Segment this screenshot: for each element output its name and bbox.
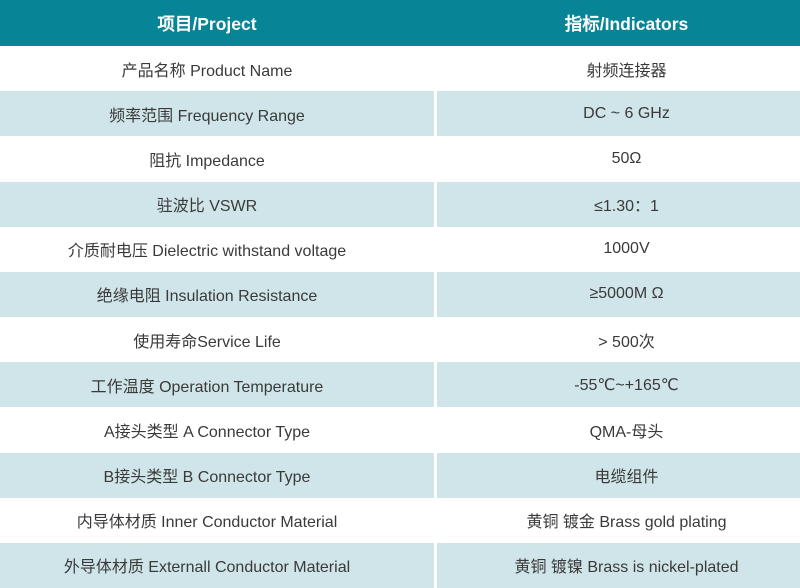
project-cell: 内导体材质 Inner Conductor Material — [0, 497, 434, 543]
indicator-cell: QMA-母头 — [437, 407, 800, 453]
table-row: 频率范围 Frequency Range DC ~ 6 GHz — [0, 91, 800, 137]
table-header-row: 项目/Project 指标/Indicators — [0, 0, 800, 46]
project-cell: 外导体材质 Externall Conductor Material — [0, 542, 434, 588]
project-cell: 工作温度 Operation Temperature — [0, 362, 434, 408]
indicator-cell: 1000V — [437, 226, 800, 272]
project-cell: 使用寿命Service Life — [0, 317, 434, 363]
indicator-cell: DC ~ 6 GHz — [437, 91, 800, 137]
indicator-cell: 电缆组件 — [437, 452, 800, 498]
table-row: 绝缘电阻 Insulation Resistance ≥5000M Ω — [0, 271, 800, 318]
project-cell: 介质耐电压 Dielectric withstand voltage — [0, 226, 434, 272]
indicator-cell: 黄铜 镀金 Brass gold plating — [437, 497, 800, 543]
project-cell: 频率范围 Frequency Range — [0, 91, 434, 137]
table-row: 介质耐电压 Dielectric withstand voltage 1000V — [0, 226, 800, 272]
table-row: 产品名称 Product Name 射频连接器 — [0, 46, 800, 92]
table-row: 驻波比 VSWR ≤1.30：1 — [0, 181, 800, 227]
indicator-cell: ≤1.30：1 — [437, 181, 800, 227]
project-cell: B接头类型 B Connector Type — [0, 452, 434, 498]
table-row: 阻抗 Impedance 50Ω — [0, 136, 800, 182]
indicator-cell: 50Ω — [437, 136, 800, 182]
table-row: 内导体材质 Inner Conductor Material 黄铜 镀金 Bra… — [0, 497, 800, 543]
indicator-cell: > 500次 — [437, 317, 800, 363]
header-indicator-label: 指标/Indicators — [564, 13, 689, 34]
project-cell: 绝缘电阻 Insulation Resistance — [0, 271, 434, 318]
project-cell: A接头类型 A Connector Type — [0, 407, 434, 453]
table-row: B接头类型 B Connector Type 电缆组件 — [0, 452, 800, 498]
indicator-cell: 黄铜 镀镍 Brass is nickel-plated — [437, 542, 800, 588]
indicator-cell: 射频连接器 — [437, 46, 800, 92]
table-row: 工作温度 Operation Temperature -55℃~+165℃ — [0, 362, 800, 408]
indicator-cell: -55℃~+165℃ — [437, 362, 800, 408]
project-cell: 驻波比 VSWR — [0, 181, 434, 227]
header-project-label: 项目/Project — [157, 13, 257, 34]
project-cell: 阻抗 Impedance — [0, 136, 434, 182]
table-row: A接头类型 A Connector Type QMA-母头 — [0, 407, 800, 453]
indicator-cell: ≥5000M Ω — [437, 271, 800, 318]
project-cell: 产品名称 Product Name — [0, 46, 434, 92]
table-row: 外导体材质 Externall Conductor Material 黄铜 镀镍… — [0, 542, 800, 588]
table-row: 使用寿命Service Life > 500次 — [0, 317, 800, 363]
